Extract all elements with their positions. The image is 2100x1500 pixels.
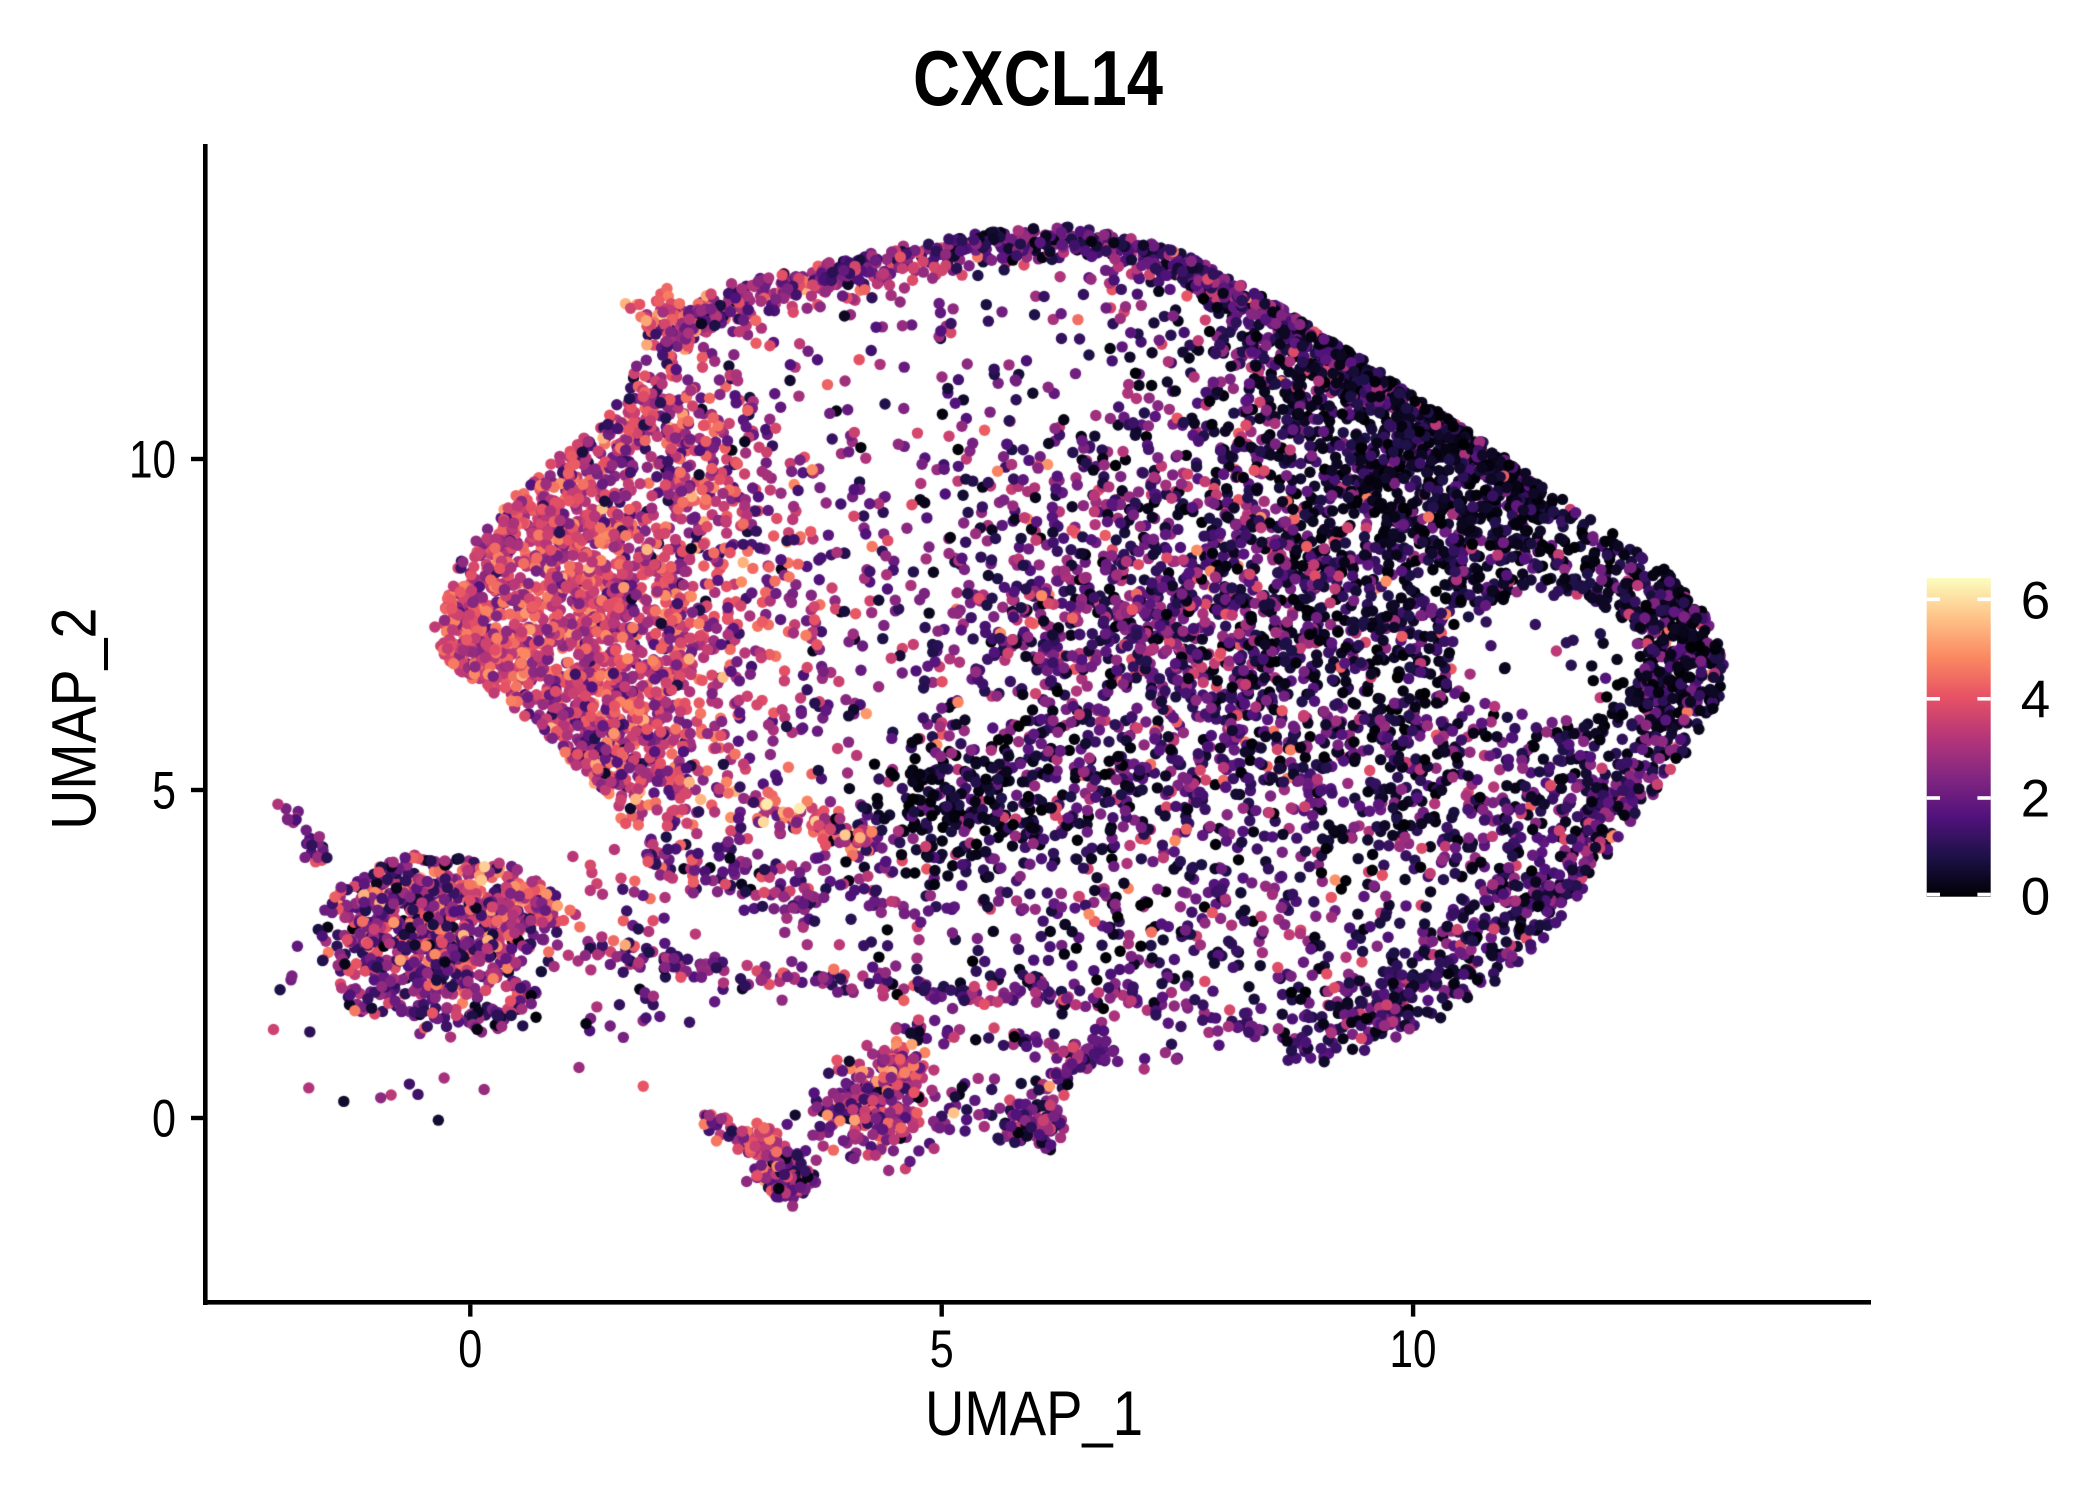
svg-text:2: 2 [2021, 770, 2050, 829]
svg-text:5: 5 [930, 1320, 954, 1379]
svg-text:6: 6 [2021, 572, 2050, 631]
svg-text:0: 0 [152, 1090, 176, 1149]
svg-text:CXCL14: CXCL14 [913, 34, 1163, 122]
svg-text:UMAP_1: UMAP_1 [925, 1379, 1143, 1449]
svg-text:10: 10 [129, 431, 176, 490]
svg-text:0: 0 [2021, 868, 2050, 927]
svg-text:UMAP_2: UMAP_2 [40, 608, 110, 830]
svg-text:0: 0 [458, 1320, 482, 1379]
svg-text:4: 4 [2021, 671, 2050, 730]
svg-text:10: 10 [1390, 1320, 1437, 1379]
svg-text:5: 5 [152, 762, 176, 821]
